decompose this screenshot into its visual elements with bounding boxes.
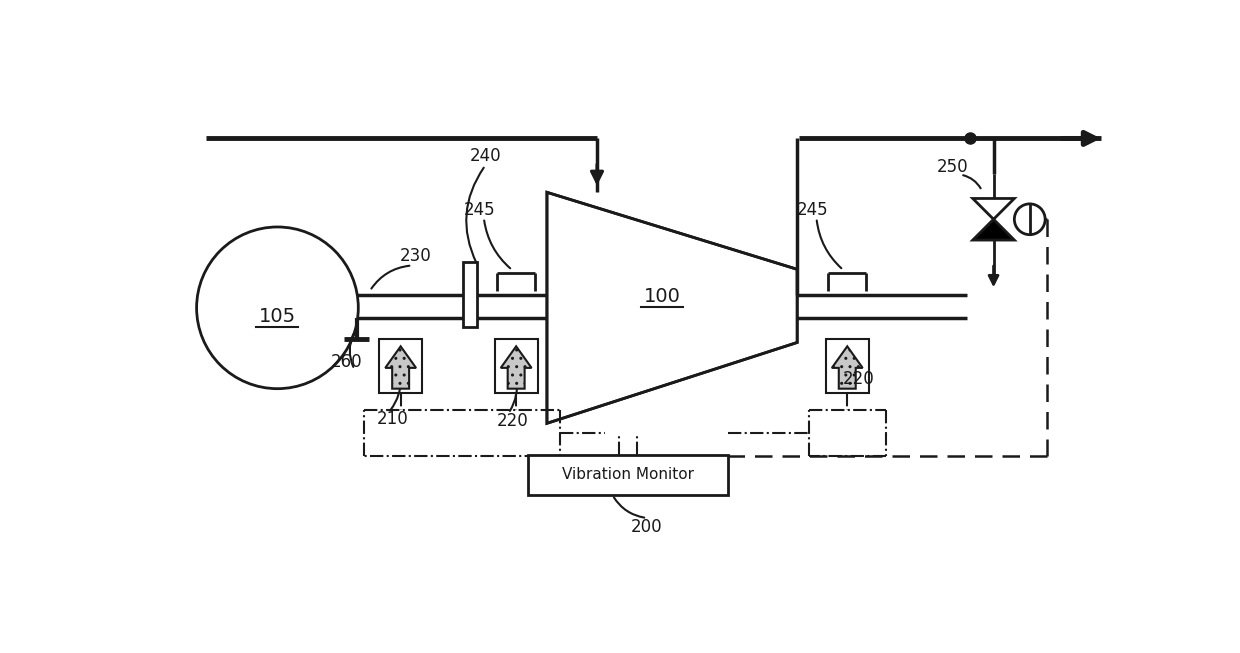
Bar bbox=[379, 339, 422, 393]
Text: 260: 260 bbox=[331, 353, 362, 371]
Polygon shape bbox=[386, 346, 417, 389]
Polygon shape bbox=[547, 193, 797, 423]
Polygon shape bbox=[501, 346, 532, 389]
Text: 240: 240 bbox=[470, 147, 501, 165]
Text: 105: 105 bbox=[259, 306, 296, 326]
Text: 210: 210 bbox=[377, 411, 409, 428]
Text: 245: 245 bbox=[797, 201, 828, 219]
Polygon shape bbox=[972, 199, 1014, 219]
Polygon shape bbox=[972, 219, 1014, 240]
Text: 220: 220 bbox=[843, 370, 874, 389]
Bar bbox=[826, 339, 869, 393]
Text: 250: 250 bbox=[937, 158, 968, 176]
Bar bbox=[495, 339, 538, 393]
Bar bbox=[463, 262, 477, 327]
Text: 100: 100 bbox=[644, 287, 681, 306]
Text: 220: 220 bbox=[496, 412, 528, 430]
Text: 245: 245 bbox=[464, 201, 496, 219]
Text: Vibration Monitor: Vibration Monitor bbox=[562, 468, 694, 483]
Bar bbox=[528, 455, 728, 495]
Polygon shape bbox=[832, 346, 863, 389]
Text: 200: 200 bbox=[631, 518, 663, 536]
Text: 230: 230 bbox=[401, 247, 432, 265]
